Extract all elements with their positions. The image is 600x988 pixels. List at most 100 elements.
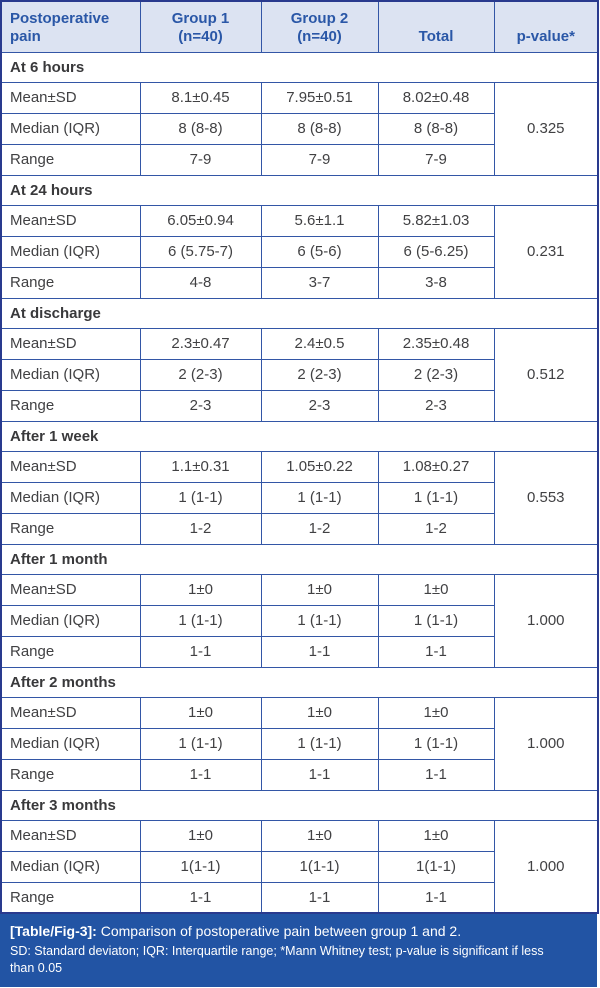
value-cell: 1 (1-1) bbox=[139, 727, 262, 760]
caption-label: [Table/Fig-3]: bbox=[10, 923, 97, 939]
table-row: Range 1-1 1-1 1-1 bbox=[0, 881, 598, 914]
table-row: Median (IQR) 1(1-1) 1(1-1) 1(1-1) bbox=[0, 850, 598, 883]
value-cell: 8.1±0.45 bbox=[139, 81, 262, 114]
value-cell: 8 (8-8) bbox=[139, 112, 262, 145]
section-row: At 6 hours bbox=[0, 51, 599, 83]
table-row: Median (IQR) 1 (1-1) 1 (1-1) 1 (1-1) bbox=[0, 604, 598, 637]
value-cell: 3-8 bbox=[377, 266, 495, 299]
column-header-group-1: Group 1 (n=40) bbox=[139, 0, 262, 53]
row-label: Median (IQR) bbox=[0, 112, 141, 145]
row-label: Mean±SD bbox=[0, 204, 141, 237]
value-cell: 1.08±0.27 bbox=[377, 450, 495, 483]
p-value-cell: 0.553 bbox=[493, 450, 599, 545]
value-cell: 1-1 bbox=[260, 881, 379, 914]
value-cell: 8 (8-8) bbox=[377, 112, 495, 145]
row-label: Range bbox=[0, 758, 141, 791]
table-footnote: SD: Standard deviaton; IQR: Interquartil… bbox=[10, 944, 544, 975]
row-label: Median (IQR) bbox=[0, 358, 141, 391]
row-label: Range bbox=[0, 512, 141, 545]
value-cell: 1±0 bbox=[260, 573, 379, 606]
section-row: At 24 hours bbox=[0, 174, 599, 206]
row-label: Median (IQR) bbox=[0, 850, 141, 883]
value-cell: 2.35±0.48 bbox=[377, 327, 495, 360]
table-row: Median (IQR) 8 (8-8) 8 (8-8) 8 (8-8) bbox=[0, 112, 598, 145]
value-cell: 1-1 bbox=[377, 758, 495, 791]
row-label: Median (IQR) bbox=[0, 727, 141, 760]
value-cell: 1-1 bbox=[139, 635, 262, 668]
row-label: Mean±SD bbox=[0, 696, 141, 729]
table-row: Mean±SD 1±0 1±0 1±0 1.000 bbox=[0, 573, 599, 668]
comparison-table: Postoperative pain Group 1 (n=40) Group … bbox=[0, 0, 599, 914]
value-cell: 8.02±0.48 bbox=[377, 81, 495, 114]
column-header-total: Total bbox=[377, 0, 495, 53]
section-title: After 1 week bbox=[0, 420, 599, 452]
section-title: After 1 month bbox=[0, 543, 599, 575]
value-cell: 6 (5.75-7) bbox=[139, 235, 262, 268]
table-row: Median (IQR) 1 (1-1) 1 (1-1) 1 (1-1) bbox=[0, 481, 598, 514]
table-row: Median (IQR) 6 (5.75-7) 6 (5-6) 6 (5-6.25) bbox=[0, 235, 598, 268]
value-cell: 2.3±0.47 bbox=[139, 327, 262, 360]
table-caption: [Table/Fig-3]: Comparison of postoperati… bbox=[10, 922, 587, 941]
value-cell: 1±0 bbox=[260, 696, 379, 729]
section-row: At discharge bbox=[0, 297, 599, 329]
value-cell: 1 (1-1) bbox=[260, 481, 379, 514]
section-row: After 2 months bbox=[0, 666, 599, 698]
row-label: Median (IQR) bbox=[0, 481, 141, 514]
table-header: Postoperative pain Group 1 (n=40) Group … bbox=[0, 0, 599, 53]
value-cell: 2-3 bbox=[260, 389, 379, 422]
value-cell: 1 (1-1) bbox=[260, 727, 379, 760]
row-label: Mean±SD bbox=[0, 573, 141, 606]
value-cell: 1±0 bbox=[139, 696, 262, 729]
value-cell: 1-1 bbox=[139, 758, 262, 791]
value-cell: 1±0 bbox=[377, 696, 495, 729]
table-row: Mean±SD 2.3±0.47 2.4±0.5 2.35±0.48 0.512 bbox=[0, 327, 599, 422]
value-cell: 2 (2-3) bbox=[377, 358, 495, 391]
p-value-cell: 1.000 bbox=[493, 696, 599, 791]
value-cell: 2-3 bbox=[139, 389, 262, 422]
value-cell: 1-2 bbox=[260, 512, 379, 545]
value-cell: 3-7 bbox=[260, 266, 379, 299]
section-title: At discharge bbox=[0, 297, 599, 329]
column-header-group-2: Group 2 (n=40) bbox=[260, 0, 379, 53]
table-caption-bar: [Table/Fig-3]: Comparison of postoperati… bbox=[0, 914, 597, 987]
value-cell: 2 (2-3) bbox=[260, 358, 379, 391]
table-row: Mean±SD 1.1±0.31 1.05±0.22 1.08±0.27 0.553 bbox=[0, 450, 599, 545]
value-cell: 1 (1-1) bbox=[377, 727, 495, 760]
value-cell: 6 (5-6.25) bbox=[377, 235, 495, 268]
value-cell: 2.4±0.5 bbox=[260, 327, 379, 360]
row-label: Median (IQR) bbox=[0, 235, 141, 268]
row-label: Median (IQR) bbox=[0, 604, 141, 637]
column-header-postoperative-pain: Postoperative pain bbox=[0, 0, 141, 53]
value-cell: 1 (1-1) bbox=[260, 604, 379, 637]
table-row: Mean±SD 8.1±0.45 7.95±0.51 8.02±0.48 0.325 bbox=[0, 81, 599, 176]
row-label: Mean±SD bbox=[0, 819, 141, 852]
section-row: After 1 month bbox=[0, 543, 599, 575]
value-cell: 1.05±0.22 bbox=[260, 450, 379, 483]
value-cell: 8 (8-8) bbox=[260, 112, 379, 145]
section-row: After 3 months bbox=[0, 789, 599, 821]
value-cell: 1 (1-1) bbox=[377, 604, 495, 637]
value-cell: 1±0 bbox=[377, 819, 495, 852]
value-cell: 1±0 bbox=[377, 573, 495, 606]
value-cell: 1±0 bbox=[139, 819, 262, 852]
row-label: Range bbox=[0, 635, 141, 668]
section-row: After 1 week bbox=[0, 420, 599, 452]
value-cell: 1-1 bbox=[260, 758, 379, 791]
value-cell: 7-9 bbox=[139, 143, 262, 176]
row-label: Mean±SD bbox=[0, 450, 141, 483]
value-cell: 1(1-1) bbox=[139, 850, 262, 883]
value-cell: 1 (1-1) bbox=[139, 604, 262, 637]
value-cell: 5.82±1.03 bbox=[377, 204, 495, 237]
column-header-p-value: p-value* bbox=[493, 0, 599, 53]
table-row: Range 4-8 3-7 3-8 bbox=[0, 266, 598, 299]
section-title: After 3 months bbox=[0, 789, 599, 821]
row-label: Range bbox=[0, 881, 141, 914]
value-cell: 4-8 bbox=[139, 266, 262, 299]
table-body: At 6 hours Mean±SD 8.1±0.45 7.95±0.51 8.02±0… bbox=[0, 51, 599, 914]
p-value-cell: 0.325 bbox=[493, 81, 599, 176]
section-title: At 6 hours bbox=[0, 51, 599, 83]
value-cell: 1±0 bbox=[260, 819, 379, 852]
caption-text: Comparison of postoperative pain between… bbox=[96, 923, 462, 939]
value-cell: 2 (2-3) bbox=[139, 358, 262, 391]
table-row: Mean±SD 1±0 1±0 1±0 1.000 bbox=[0, 819, 599, 914]
